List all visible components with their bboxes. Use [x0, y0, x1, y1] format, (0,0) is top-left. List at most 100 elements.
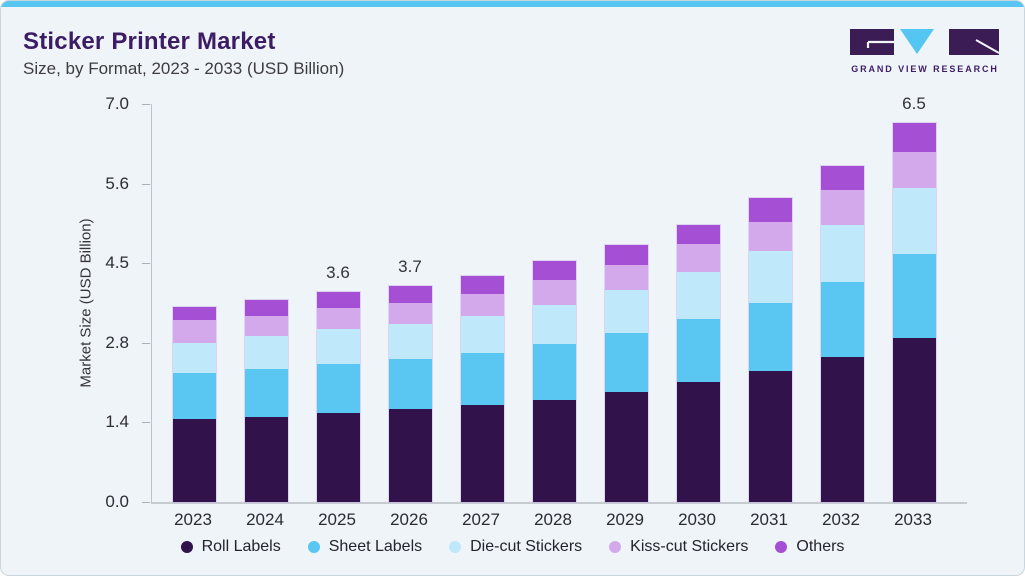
bar-segment: [748, 371, 792, 502]
bar-segment: [460, 352, 504, 406]
bar-segment: [316, 307, 360, 329]
y-tick-label: 2.8: [105, 333, 129, 352]
legend-item: Sheet Labels: [307, 538, 423, 556]
bar-group: [748, 197, 792, 502]
bar-segment: [532, 280, 576, 305]
legend-item: Roll Labels: [180, 538, 281, 556]
bar-segment: [892, 254, 936, 339]
bar-segment: [172, 320, 216, 343]
bar-group: [604, 245, 648, 502]
x-axis-labels: 2023 2024 2025 2026 2027 2028 2029 2030 2031 2032…: [151, 510, 966, 532]
y-tick-label: 4.5: [105, 253, 129, 272]
legend-label: Roll Labels: [201, 538, 281, 555]
bar-segment: [388, 359, 432, 410]
legend-dot: [449, 541, 462, 553]
bar-segment: [676, 224, 720, 245]
bar-group: [892, 123, 936, 502]
gvr-logo-text: GRAND VIEW RESEARCH: [851, 64, 999, 74]
legend-label: Kiss-cut Stickers: [630, 538, 749, 555]
bar-segment: [172, 373, 216, 420]
bar-segment: [460, 293, 504, 317]
bar-group: [532, 261, 576, 502]
legend-label: Sheet Labels: [328, 538, 423, 555]
y-tick-mark: [142, 104, 150, 105]
bar-total-label: 6.5: [902, 94, 926, 113]
bar-segment: [604, 245, 648, 266]
bar-segment: [820, 165, 864, 191]
bar-total-label: 3.6: [326, 263, 350, 282]
y-tick-mark: [142, 184, 150, 185]
bar-segment: [388, 409, 432, 502]
bar-segment: [244, 335, 288, 369]
x-tick-label: 2028: [534, 510, 572, 529]
bar-segment: [748, 250, 792, 304]
x-tick-label: 2030: [678, 510, 716, 529]
bar-segment: [460, 316, 504, 353]
bar-segment: [892, 338, 936, 502]
x-tick-label: 2033: [894, 510, 932, 529]
bar-group: [676, 224, 720, 502]
x-tick-label: 2024: [246, 510, 284, 529]
bar-segment: [460, 276, 504, 294]
bar-segment: [460, 405, 504, 502]
top-accent-bar: [1, 1, 1024, 7]
y-tick-label: 5.6: [105, 174, 129, 193]
bar-segment: [676, 318, 720, 382]
bar-segment: [748, 221, 792, 251]
y-tick-label: 7.0: [105, 94, 129, 113]
bar-group: [244, 300, 288, 502]
legend-item: Others: [775, 538, 844, 556]
bar-segment: [172, 419, 216, 502]
legend-item: Kiss-cut Stickers: [609, 538, 748, 556]
bar-group: [316, 292, 360, 502]
bar-segment: [820, 224, 864, 282]
gvr-logo: GRAND VIEW RESEARCH: [850, 28, 1000, 74]
bar-segment: [820, 281, 864, 358]
bar-segment: [604, 290, 648, 333]
legend-dot: [307, 541, 320, 553]
bar-segment: [244, 300, 288, 317]
bar-segment: [748, 197, 792, 222]
bar-segment: [244, 368, 288, 417]
bar-segment: [388, 302, 432, 325]
y-tick-mark: [142, 502, 150, 503]
bar-segment: [172, 342, 216, 374]
legend-dot: [609, 541, 622, 553]
y-tick-mark: [142, 263, 150, 264]
bar-segment: [532, 400, 576, 502]
page-subtitle: Size, by Format, 2023 - 2033 (USD Billio…: [23, 59, 345, 78]
bar-segment: [820, 190, 864, 225]
bar-group: [172, 307, 216, 502]
bar-segment: [892, 188, 936, 255]
page-title: Sticker Printer Market: [23, 28, 276, 55]
legend-dot: [775, 541, 788, 553]
bar-segment: [316, 363, 360, 414]
bar-segment: [244, 416, 288, 502]
bar-segment: [316, 328, 360, 364]
bar-segment: [388, 324, 432, 360]
x-tick-label: 2026: [390, 510, 428, 529]
legend-item: Die-cut Stickers: [449, 538, 582, 556]
y-axis: 7.0 5.6 4.5 2.8 1.4 0.0: [1, 94, 151, 511]
bar-group: [388, 286, 432, 502]
bar-segment: [388, 286, 432, 303]
y-tick-mark: [142, 343, 150, 344]
y-tick-label: 1.4: [105, 412, 129, 431]
x-tick-label: 2025: [318, 510, 356, 529]
bar-segment: [532, 261, 576, 281]
bar-segment: [892, 151, 936, 189]
legend: Roll Labels Sheet Labels Die-cut Stickers K…: [1, 538, 1024, 556]
bar-segment: [172, 307, 216, 321]
y-tick-label: 0.0: [105, 492, 129, 511]
bar-segment: [676, 244, 720, 272]
x-tick-label: 2029: [606, 510, 644, 529]
legend-label: Others: [796, 538, 845, 555]
x-tick-label: 2027: [462, 510, 500, 529]
bar-group: [820, 165, 864, 502]
y-tick-mark: [142, 422, 150, 423]
bar-segment: [676, 381, 720, 502]
x-tick-label: 2031: [750, 510, 788, 529]
bar-segment: [316, 292, 360, 308]
